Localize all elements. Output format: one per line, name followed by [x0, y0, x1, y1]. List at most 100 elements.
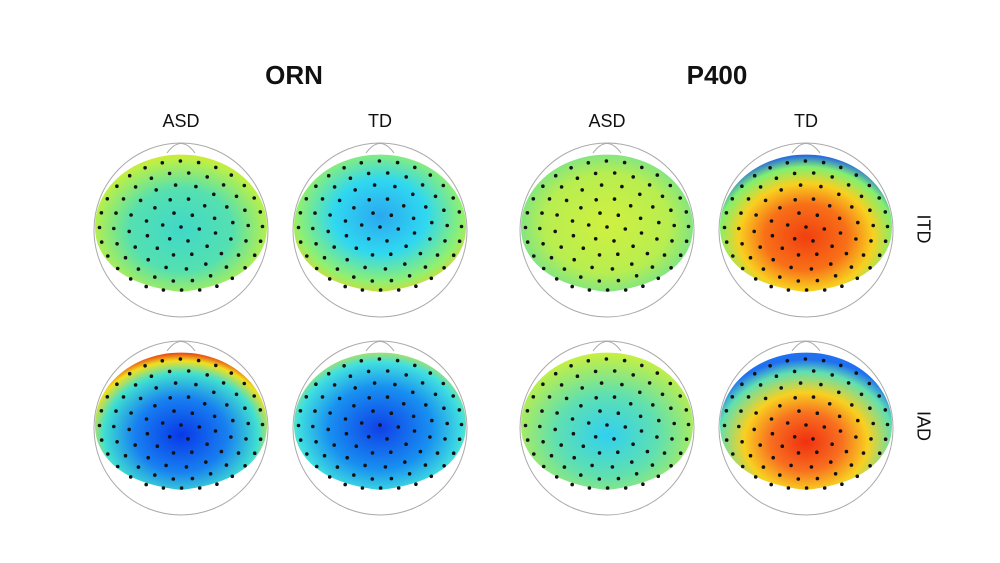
electrode: [883, 408, 888, 412]
electrode: [840, 482, 844, 487]
electrode: [314, 266, 319, 271]
electrode: [830, 175, 834, 179]
electrode: [605, 225, 609, 229]
electrode: [540, 409, 544, 413]
electrode: [639, 429, 644, 433]
electrode: [326, 229, 331, 234]
electrode: [662, 253, 667, 257]
electrode: [821, 160, 826, 165]
electrode: [367, 198, 372, 202]
electrode: [214, 363, 218, 368]
electrode: [352, 206, 356, 210]
electrode: [722, 225, 727, 230]
electrode: [229, 435, 233, 439]
electrode: [186, 395, 191, 399]
electrode: [97, 225, 102, 230]
electrode: [612, 171, 617, 175]
electrode: [171, 279, 176, 283]
electrode: [212, 390, 216, 395]
electrode: [443, 239, 447, 243]
electrode: [753, 475, 758, 479]
electrode: [229, 237, 233, 241]
electrode: [178, 357, 183, 361]
electrode: [385, 395, 390, 399]
topomap: [718, 142, 894, 318]
electrode: [442, 266, 446, 270]
electrode: [105, 197, 110, 201]
map: [720, 154, 892, 292]
electrode: [389, 278, 394, 283]
row-label: IAD: [913, 411, 933, 441]
electrode: [587, 486, 592, 490]
electrode: [430, 418, 434, 423]
electrode: [839, 165, 843, 170]
electrode: [186, 171, 191, 175]
electrode: [523, 225, 528, 230]
map: [95, 154, 267, 292]
electrode: [121, 197, 126, 201]
electrode: [804, 486, 809, 490]
electrode: [435, 451, 440, 455]
electrode: [850, 205, 854, 209]
electrode: [215, 482, 219, 487]
electrode: [590, 265, 594, 270]
electrode: [322, 255, 327, 260]
electrode: [672, 421, 676, 426]
electrode: [809, 267, 814, 271]
electrode: [433, 392, 438, 397]
electrode: [722, 423, 727, 428]
electrode: [623, 288, 628, 292]
electrode: [569, 166, 573, 170]
electrode: [149, 374, 154, 379]
electrode: [549, 255, 554, 260]
electrode: [372, 381, 377, 385]
electrode: [445, 223, 450, 228]
electrode: [353, 386, 358, 390]
electrode: [420, 183, 425, 187]
electrode: [752, 427, 756, 432]
electrode: [167, 369, 172, 374]
electrode: [684, 408, 689, 412]
electrode: [208, 274, 213, 278]
electrode: [252, 196, 256, 200]
electrode: [136, 465, 141, 469]
row-label: ITD: [913, 215, 933, 244]
electrode: [327, 277, 332, 281]
electrode: [854, 371, 859, 375]
electrode: [586, 223, 591, 227]
electrode: [598, 211, 602, 215]
electrode: [114, 211, 118, 215]
electrode: [202, 402, 207, 406]
electrode: [868, 266, 872, 270]
electrode: [190, 278, 195, 283]
electrode: [389, 476, 394, 481]
electrode: [144, 417, 149, 421]
electrode: [562, 465, 567, 469]
map: [521, 154, 693, 292]
electrode: [344, 431, 349, 436]
electrode: [196, 358, 201, 363]
electrode: [314, 184, 318, 188]
electrode: [811, 369, 816, 373]
electrode: [634, 472, 639, 476]
column-label: ASD: [588, 111, 625, 131]
electrode: [155, 444, 160, 449]
electrode: [197, 288, 202, 292]
electrode: [352, 473, 356, 477]
electrode: [731, 254, 735, 258]
electrode: [311, 226, 315, 231]
electrode: [531, 395, 536, 399]
electrode: [359, 161, 364, 165]
electrode: [638, 192, 642, 197]
electrode: [839, 363, 843, 368]
electrode: [569, 364, 573, 368]
electrode: [343, 219, 348, 223]
electrode: [786, 288, 791, 292]
electrode: [451, 253, 456, 257]
electrode: [178, 159, 183, 163]
electrode: [737, 226, 741, 231]
group-title: ORN: [265, 60, 323, 90]
electrode: [763, 396, 768, 401]
electrode: [844, 251, 849, 256]
electrode: [243, 208, 247, 212]
